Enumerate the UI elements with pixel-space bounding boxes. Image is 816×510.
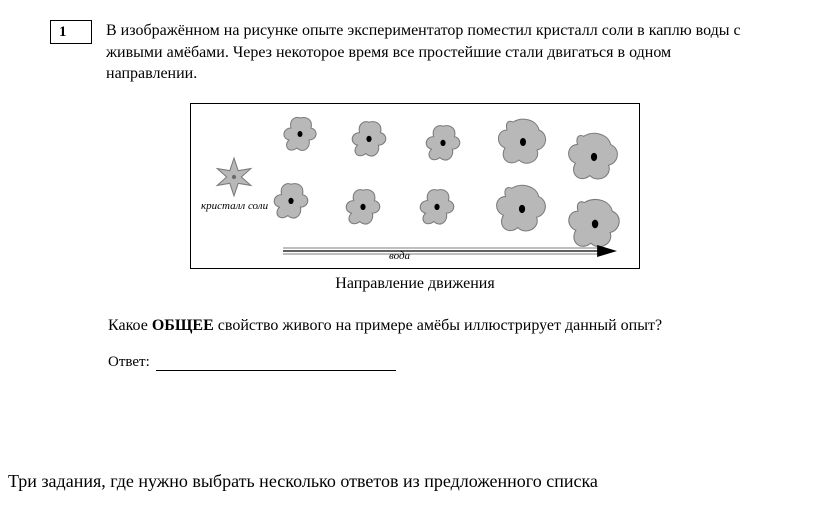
amoeba-icon [345,118,393,164]
figure: кристалл соли [190,103,640,293]
task-number: 1 [59,24,67,41]
answer-label: Ответ: [108,354,150,371]
footer-note: Три задания, где нужно выбрать несколько… [0,471,816,492]
amoeba-icon [419,122,467,168]
question-suffix: свойство живого на примере амёбы иллюстр… [214,317,662,334]
answer-row: Ответ: [108,354,756,371]
answer-input-line[interactable] [156,356,396,371]
question-prefix: Какое [108,317,152,334]
amoeba-icon [493,116,551,170]
task-text: В изображённом на рисунке опыте эксперим… [106,20,756,85]
amoeba-icon [339,186,387,232]
figure-caption: Направление движения [190,275,640,293]
task-number-box: 1 [50,20,92,44]
crystal-label: кристалл соли [201,200,268,212]
amoeba-icon [563,130,623,186]
direction-arrow-icon [281,244,619,258]
question-text: Какое ОБЩЕЕ свойство живого на примере а… [108,315,756,337]
diagram-box: кристалл соли [190,103,640,269]
salt-crystal-icon [213,156,255,198]
amoeba-icon [277,114,323,158]
question-emph: ОБЩЕЕ [152,317,214,334]
amoeba-icon [413,186,461,232]
amoeba-icon [267,180,315,226]
amoeba-icon [491,182,551,238]
